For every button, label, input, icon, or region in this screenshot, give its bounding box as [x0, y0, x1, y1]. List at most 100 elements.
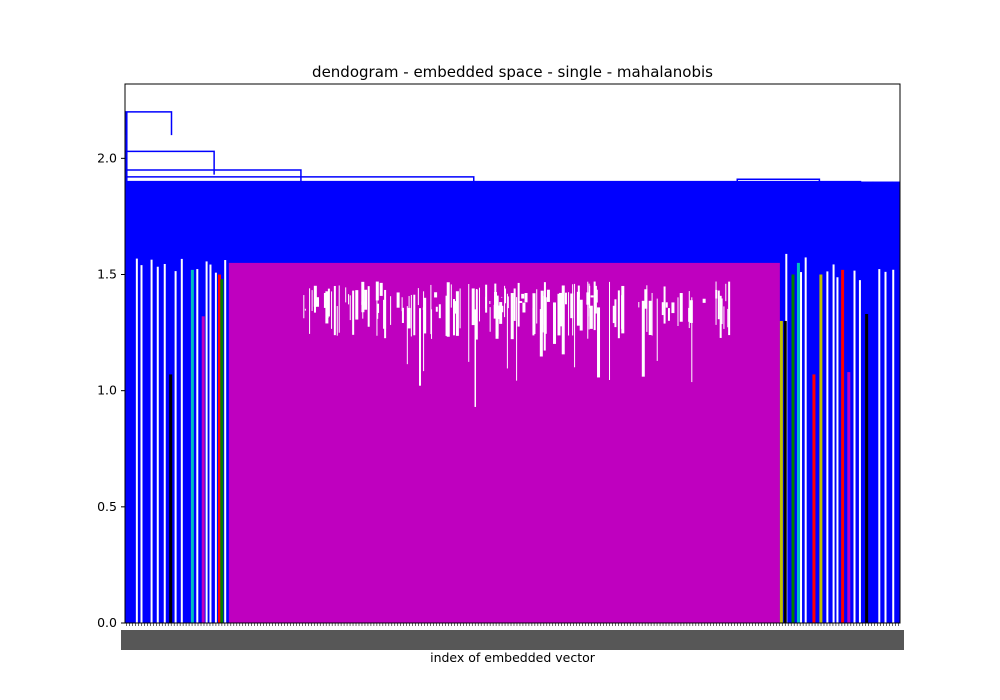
cluster-bar: [865, 314, 869, 623]
cluster-gap: [349, 295, 351, 321]
cluster-gap: [453, 299, 456, 336]
blue-gap: [858, 280, 861, 623]
cluster-gap: [510, 293, 514, 340]
cluster-gap: [501, 305, 504, 313]
cluster-gap: [304, 308, 306, 311]
blue-gap: [174, 271, 177, 623]
merge-link: [790, 181, 874, 220]
cluster-gap: [422, 307, 426, 310]
cluster-gap: [377, 308, 379, 319]
y-tick-label: 1.5: [97, 267, 117, 282]
cluster-gap: [495, 296, 499, 339]
merge-link: [125, 150, 215, 175]
cluster-gap: [313, 291, 316, 313]
y-axis: 0.0 0.5 1.0 1.5 2.0: [97, 150, 125, 630]
cluster-gap: [720, 298, 723, 325]
cluster-gap: [311, 290, 313, 311]
cluster-gap: [446, 282, 450, 337]
blue-gap: [135, 258, 138, 623]
cluster-gap: [576, 291, 580, 326]
merge-link: [125, 111, 173, 136]
cluster-gap: [557, 293, 561, 336]
cluster-gap: [494, 283, 497, 295]
cluster-gap: [728, 281, 731, 336]
cluster-gap: [435, 306, 438, 312]
plot-content: [125, 84, 900, 623]
y-tick-label: 2.0: [97, 150, 117, 165]
cluster-gap: [475, 289, 478, 340]
cluster-gap: [445, 295, 448, 336]
cluster-gap: [621, 285, 625, 334]
cluster-gap: [367, 286, 370, 327]
cluster-gap: [450, 284, 452, 308]
main-cluster-block: [228, 262, 780, 623]
cluster-gap: [589, 285, 591, 309]
cluster-gap-deep: [474, 309, 477, 407]
cluster-bar: [220, 279, 224, 623]
cluster-gap: [579, 299, 583, 331]
cluster-gap: [513, 288, 516, 321]
y-tick-label: 0.5: [97, 499, 117, 514]
blue-gap: [804, 257, 807, 623]
cluster-gap: [553, 302, 557, 344]
cluster-gap: [475, 289, 477, 313]
cluster-gap: [588, 305, 590, 330]
cluster-gap: [504, 285, 506, 318]
cluster-gap: [498, 305, 500, 320]
cluster-gap: [727, 308, 729, 328]
cluster-gap: [557, 299, 559, 317]
cluster-bar: [218, 274, 221, 623]
cluster-gap: [323, 292, 326, 308]
blue-gap: [196, 269, 199, 623]
cluster-gap: [327, 288, 330, 317]
cluster-gap: [667, 308, 670, 321]
cluster-gap: [303, 295, 305, 319]
cluster-gap: [348, 294, 350, 305]
cluster-gap: [725, 283, 727, 302]
cluster-gap: [468, 284, 470, 362]
cluster-gap: [419, 308, 422, 386]
cluster-gap: [661, 302, 664, 316]
cluster-gap: [489, 307, 491, 332]
cluster-gap: [316, 297, 320, 307]
cluster-gap: [536, 289, 538, 324]
cluster-gap: [723, 306, 725, 329]
cluster-gap: [559, 292, 563, 327]
cluster-gap: [516, 297, 518, 381]
blue-gap: [878, 269, 881, 623]
cluster-gap: [597, 307, 601, 378]
cluster-bar: [190, 269, 194, 623]
cluster-gap: [361, 281, 365, 305]
cluster-gap: [519, 301, 523, 303]
main-cluster-gaps: [303, 281, 731, 407]
cluster-gap: [648, 300, 652, 336]
cluster-gap: [333, 285, 336, 336]
cluster-gap: [651, 292, 653, 336]
cluster-gap: [671, 302, 675, 314]
x-axis-label: index of embedded vector: [430, 650, 596, 665]
blue-gap: [832, 264, 835, 623]
cluster-gap: [612, 305, 615, 324]
cluster-gap: [521, 293, 525, 299]
cluster-gap: [505, 288, 507, 304]
cluster-gap: [375, 281, 379, 301]
y-tick-label: 0.0: [97, 615, 117, 630]
cluster-gap: [485, 284, 488, 313]
cluster-gap: [574, 283, 576, 368]
cluster-gap: [614, 299, 617, 328]
cluster-gap: [331, 291, 333, 329]
cluster-gap: [590, 295, 594, 298]
cluster-gap: [390, 296, 392, 325]
blue-gap: [214, 272, 217, 623]
upper-background: [125, 84, 900, 182]
cluster-gap: [355, 290, 359, 320]
cluster-gap: [644, 289, 648, 309]
colored-clusters: [169, 262, 869, 623]
cluster-gap: [568, 292, 570, 336]
cluster-gap: [641, 300, 645, 377]
blue-gap: [163, 263, 166, 623]
cluster-gap: [455, 291, 459, 336]
cluster-gap: [478, 287, 480, 322]
link-fringe: [128, 181, 900, 184]
cluster-gap: [494, 291, 498, 315]
